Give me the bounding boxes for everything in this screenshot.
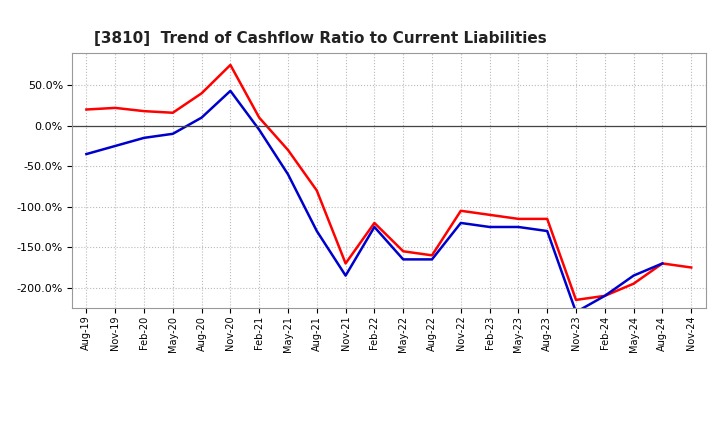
Operating CF to Current Liabilities: [456, 208, 465, 213]
Free CF to Current Liabilities: [312, 228, 321, 234]
Operating CF to Current Liabilities: [572, 297, 580, 303]
Line: Free CF to Current Liabilities: Free CF to Current Liabilities: [86, 91, 662, 312]
Operating CF to Current Liabilities: [399, 249, 408, 254]
Free CF to Current Liabilities: [514, 224, 523, 230]
Operating CF to Current Liabilities: [658, 261, 667, 266]
Free CF to Current Liabilities: [140, 135, 148, 140]
Operating CF to Current Liabilities: [485, 212, 494, 217]
Free CF to Current Liabilities: [82, 151, 91, 157]
Operating CF to Current Liabilities: [111, 105, 120, 110]
Free CF to Current Liabilities: [543, 228, 552, 234]
Free CF to Current Liabilities: [111, 143, 120, 149]
Operating CF to Current Liabilities: [370, 220, 379, 226]
Operating CF to Current Liabilities: [341, 261, 350, 266]
Operating CF to Current Liabilities: [514, 216, 523, 221]
Free CF to Current Liabilities: [456, 220, 465, 226]
Free CF to Current Liabilities: [341, 273, 350, 278]
Operating CF to Current Liabilities: [82, 107, 91, 112]
Operating CF to Current Liabilities: [312, 188, 321, 193]
Free CF to Current Liabilities: [399, 257, 408, 262]
Free CF to Current Liabilities: [572, 309, 580, 315]
Operating CF to Current Liabilities: [284, 147, 292, 153]
Operating CF to Current Liabilities: [197, 91, 206, 96]
Operating CF to Current Liabilities: [168, 110, 177, 115]
Free CF to Current Liabilities: [658, 261, 667, 266]
Line: Operating CF to Current Liabilities: Operating CF to Current Liabilities: [86, 65, 691, 300]
Free CF to Current Liabilities: [168, 131, 177, 136]
Free CF to Current Liabilities: [629, 273, 638, 278]
Text: [3810]  Trend of Cashflow Ratio to Current Liabilities: [3810] Trend of Cashflow Ratio to Curren…: [94, 31, 546, 46]
Operating CF to Current Liabilities: [255, 115, 264, 120]
Operating CF to Current Liabilities: [140, 109, 148, 114]
Operating CF to Current Liabilities: [600, 293, 609, 298]
Operating CF to Current Liabilities: [226, 62, 235, 68]
Operating CF to Current Liabilities: [543, 216, 552, 221]
Free CF to Current Liabilities: [370, 224, 379, 230]
Free CF to Current Liabilities: [197, 115, 206, 120]
Operating CF to Current Liabilities: [428, 253, 436, 258]
Free CF to Current Liabilities: [226, 88, 235, 94]
Operating CF to Current Liabilities: [629, 281, 638, 286]
Free CF to Current Liabilities: [485, 224, 494, 230]
Operating CF to Current Liabilities: [687, 265, 696, 270]
Free CF to Current Liabilities: [255, 127, 264, 132]
Free CF to Current Liabilities: [284, 172, 292, 177]
Free CF to Current Liabilities: [600, 293, 609, 298]
Free CF to Current Liabilities: [428, 257, 436, 262]
